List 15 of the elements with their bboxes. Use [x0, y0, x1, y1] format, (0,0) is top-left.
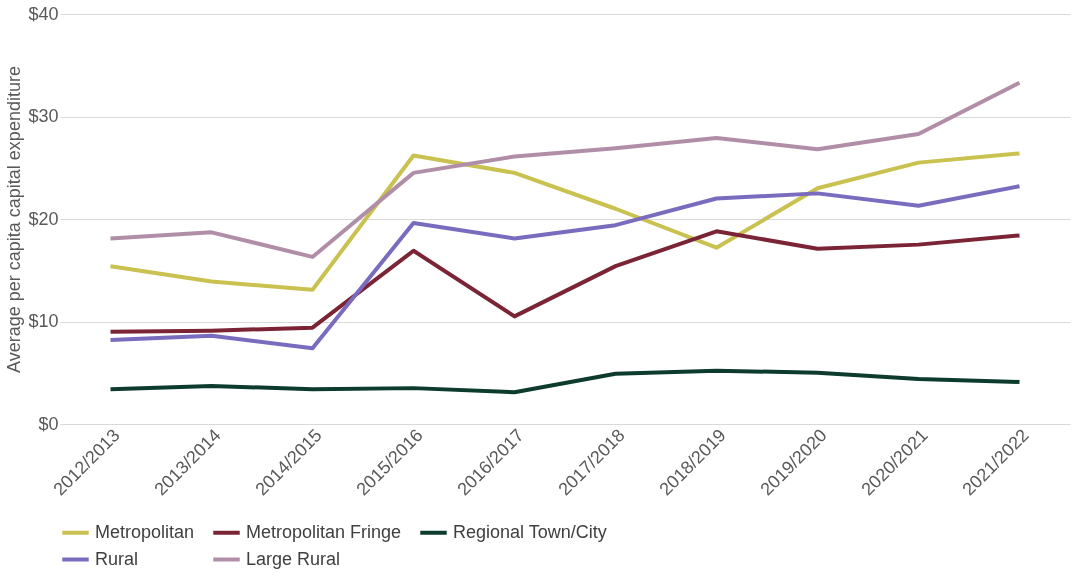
- y-tick-label: $10: [28, 311, 59, 331]
- line-series: [108, 368, 1022, 395]
- legend-label: Large Rural: [246, 548, 341, 569]
- y-axis-title: Average per capita capital expenditure: [4, 66, 25, 373]
- line-series: [108, 184, 1022, 351]
- y-tick-label: $20: [28, 208, 59, 229]
- line-series: [108, 80, 1022, 259]
- y-tick-label: $40: [28, 3, 59, 24]
- line-series: [108, 151, 1022, 292]
- legend-label: Metropolitan Fringe: [246, 521, 402, 542]
- legend-label: Rural: [95, 548, 139, 569]
- legend-label: Metropolitan: [95, 521, 195, 542]
- line-series: [108, 229, 1022, 334]
- legend-label: Regional Town/City: [453, 521, 607, 542]
- y-tick-label: $30: [28, 106, 59, 126]
